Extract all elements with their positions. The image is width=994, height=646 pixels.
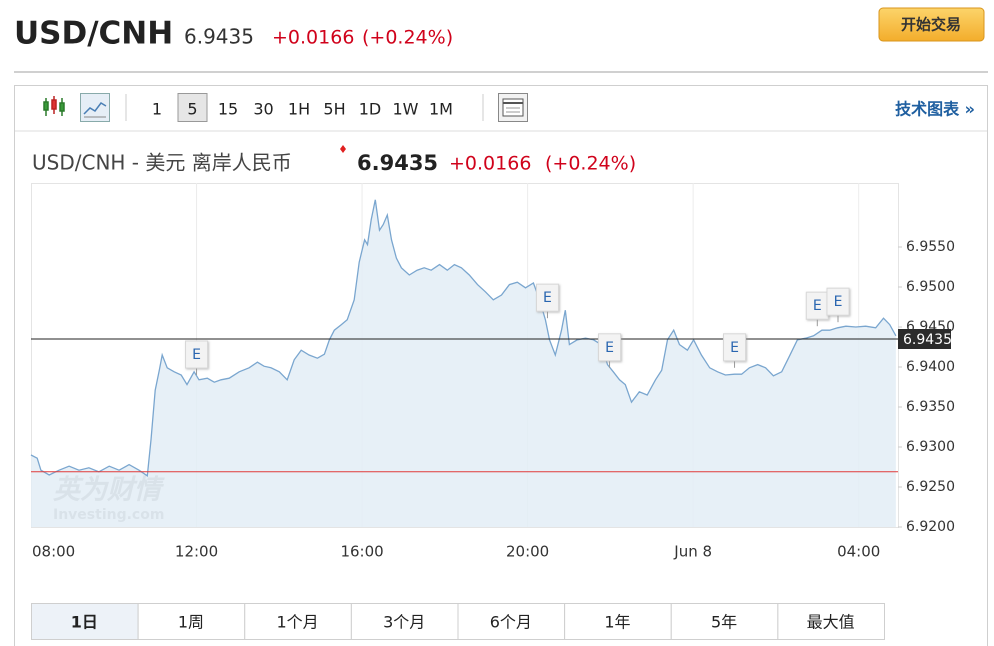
event-label[interactable]: E — [834, 294, 843, 310]
y-tick-label: 6.9400 — [906, 359, 955, 375]
x-tick-label: 12:00 — [175, 543, 218, 561]
event-label[interactable]: E — [543, 290, 552, 306]
y-tick-label: 6.9300 — [906, 439, 955, 455]
event-label[interactable]: E — [192, 347, 201, 363]
last-price-label: 6.9435 — [903, 332, 952, 348]
range-tab[interactable] — [31, 603, 139, 640]
event-marker[interactable] — [826, 287, 850, 316]
range-tab-label[interactable]: 3个月 — [383, 613, 425, 632]
y-tick-label: 6.9250 — [906, 479, 955, 495]
range-tab-label[interactable]: 6个月 — [490, 613, 532, 632]
event-label[interactable]: E — [605, 340, 614, 356]
last-price-box — [898, 329, 951, 349]
trade-button-label[interactable]: 开始交易 — [901, 16, 961, 34]
line-icon[interactable] — [80, 93, 110, 122]
x-tick-label: 20:00 — [506, 543, 549, 561]
trade-button[interactable]: 开始交易 — [878, 7, 985, 42]
range-tab[interactable] — [457, 603, 566, 640]
timeframe-option[interactable]: 5 — [187, 100, 197, 119]
area-fill — [31, 199, 896, 528]
range-tab-label[interactable]: 1周 — [178, 613, 204, 632]
event-marker[interactable] — [723, 333, 747, 362]
timeframe-option[interactable]: 15 — [218, 100, 238, 119]
range-tab-label[interactable]: 5年 — [711, 613, 737, 632]
x-tick-label: Jun 8 — [673, 543, 712, 561]
timeframe-option[interactable]: 1H — [288, 100, 310, 119]
chart-change: +0.0166 — [449, 153, 531, 175]
x-tick-label: 08:00 — [32, 543, 75, 561]
candle-icon[interactable] — [43, 96, 65, 116]
x-tick-label: 16:00 — [340, 543, 383, 561]
chart-price: 6.9435 — [357, 151, 438, 175]
range-tab[interactable] — [670, 603, 779, 640]
event-label[interactable]: E — [730, 340, 739, 356]
y-tick-label: 6.9500 — [906, 279, 955, 295]
timeframe-option[interactable]: 1 — [152, 100, 162, 119]
live-dot — [340, 145, 346, 153]
plot: 08:00 12:00 16:00 20:00 Jun 8 04:00 6.9200 6.92… — [30, 183, 955, 561]
x-tick-label: 04:00 — [837, 543, 880, 561]
range-tab[interactable] — [137, 603, 246, 640]
range-tab-label[interactable]: 1个月 — [276, 613, 318, 632]
change: +0.0166 — [272, 27, 354, 49]
calendar-icon[interactable] — [498, 93, 528, 122]
timeframe-active-bg[interactable] — [177, 93, 208, 122]
event-marker[interactable] — [598, 333, 622, 362]
y-tick-label: 6.9200 — [906, 519, 955, 535]
y-tick-label: 6.9350 — [906, 399, 955, 415]
event-marker[interactable] — [185, 340, 209, 369]
price-line — [30, 199, 897, 477]
timeframe-option[interactable]: 1D — [359, 100, 382, 119]
range-tab-label[interactable]: 最大值 — [807, 613, 855, 632]
y-tick-label: 6.9550 — [906, 239, 955, 255]
symbol: USD/CNH — [14, 16, 173, 52]
range-tab-label[interactable]: 1日 — [71, 613, 98, 632]
chart-change-pct: (+0.24%) — [545, 153, 636, 175]
timeframe-option[interactable]: 1M — [429, 100, 453, 119]
range-tab-label[interactable]: 1年 — [604, 613, 630, 632]
chart-title: USD/CNH - 美元 离岸人民币 — [32, 151, 292, 175]
event-label[interactable]: E — [813, 298, 822, 314]
range-tab[interactable] — [777, 603, 885, 640]
tech-chart-link[interactable]: 技术图表 » — [895, 100, 975, 119]
change-pct: (+0.24%) — [362, 27, 453, 49]
trade-button-bg[interactable] — [878, 7, 985, 42]
event-marker[interactable] — [535, 283, 559, 312]
price: 6.9435 — [184, 25, 254, 49]
timeframe-option[interactable]: 1W — [393, 100, 419, 119]
timeframe-option[interactable]: 5H — [323, 100, 345, 119]
range-tab[interactable] — [350, 603, 459, 640]
timeframe-option[interactable]: 30 — [253, 100, 273, 119]
